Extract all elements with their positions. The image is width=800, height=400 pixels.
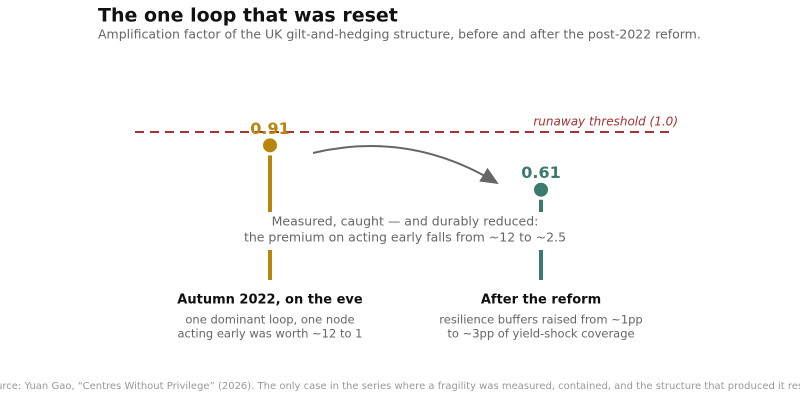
annotation-background — [240, 212, 570, 250]
dot — [263, 138, 277, 153]
category-label: After the reform — [481, 293, 601, 308]
threshold-label: runaway threshold (1.0) — [533, 115, 678, 129]
category-description: to ~3pp of yield-shock coverage — [447, 327, 634, 341]
chart-title: The one loop that was reset — [98, 5, 398, 27]
category-label: Autumn 2022, on the eve — [177, 293, 363, 308]
category-description: resilience buffers raised from ~1pp — [439, 313, 642, 327]
category-description: acting early was worth ~12 to 1 — [178, 327, 363, 341]
chart-subtitle: Amplification factor of the UK gilt-and-… — [98, 27, 701, 42]
value-label: 0.91 — [250, 119, 289, 138]
category-description: one dominant loop, one node — [185, 313, 354, 327]
annotation: the premium on acting early falls from ~… — [244, 230, 566, 245]
annotation: Measured, caught — and durably reduced: — [272, 214, 539, 229]
arrow — [312, 145, 499, 185]
source: Source: Yuan Gao, “Centres Without Privi… — [0, 381, 800, 392]
value-label: 0.61 — [521, 163, 560, 182]
dot — [534, 182, 548, 197]
